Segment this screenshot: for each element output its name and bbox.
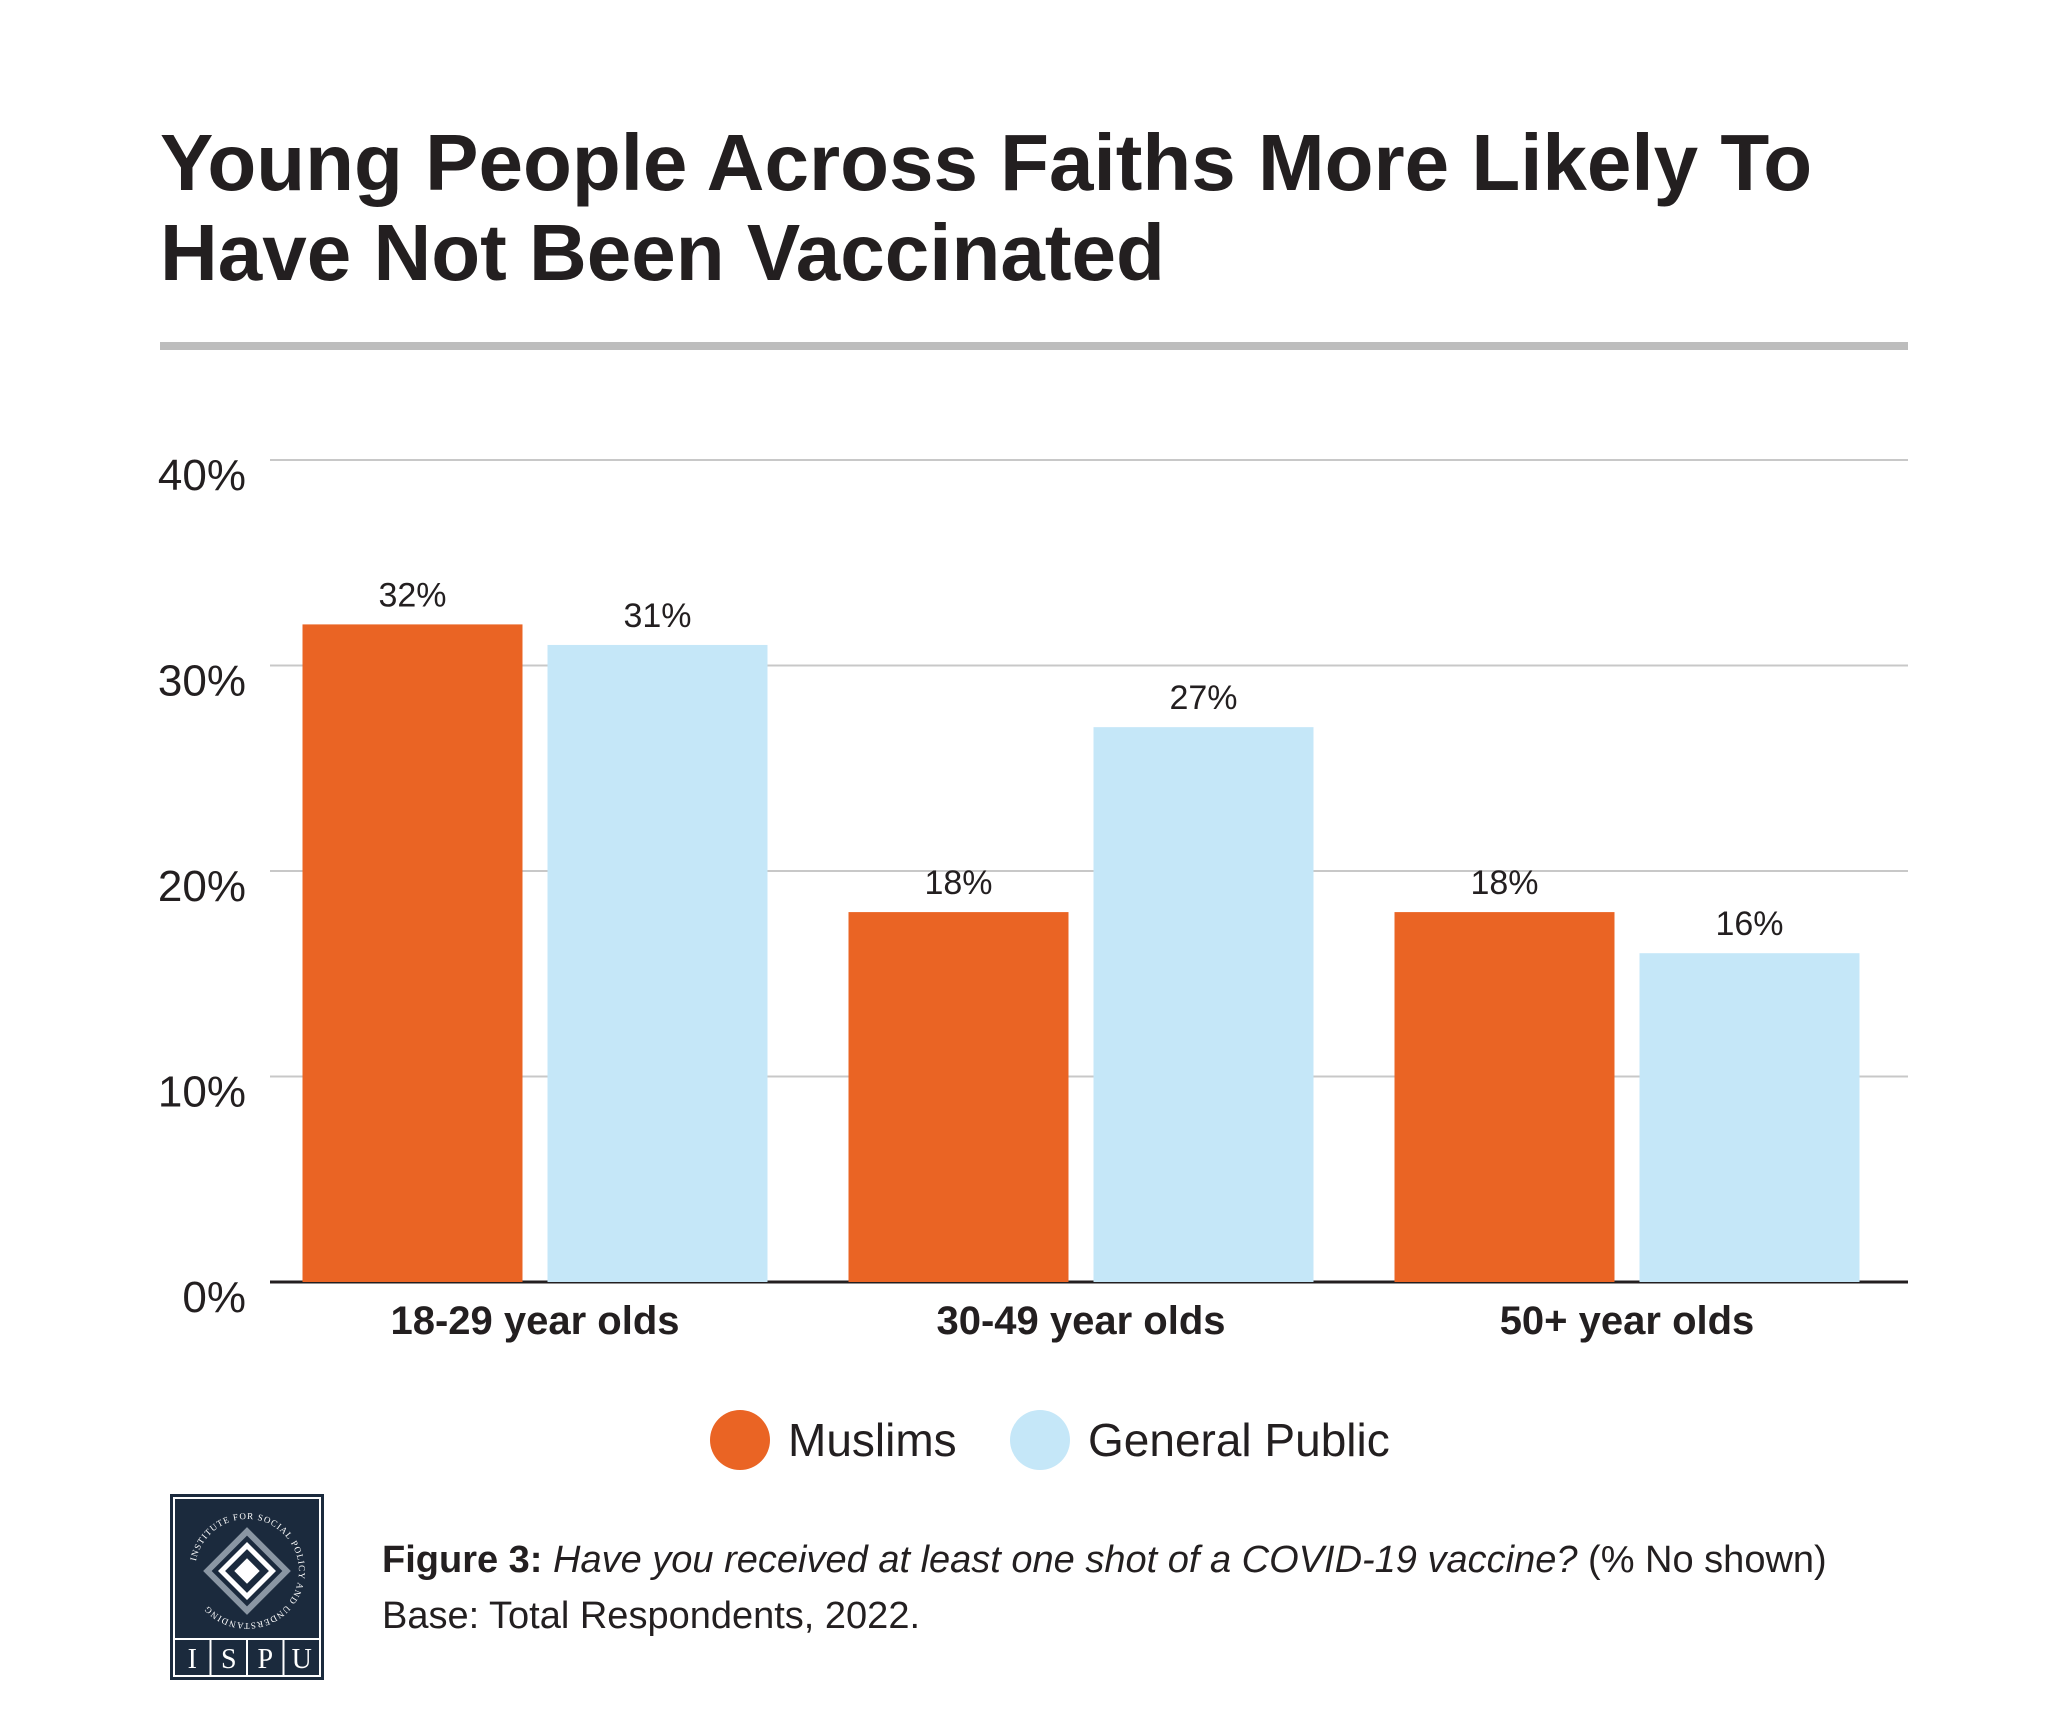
y-tick-label: 40%: [158, 451, 246, 500]
bar-muslims: [848, 912, 1069, 1282]
logo-letter: S: [221, 1644, 237, 1675]
chart-title: Young People Across Faiths More Likely T…: [160, 118, 1813, 297]
bar-general-public: [1093, 727, 1314, 1282]
caption-note: (% No shown): [1588, 1539, 1827, 1581]
bar-general-public: [1639, 953, 1860, 1282]
logo-letter: U: [292, 1644, 312, 1675]
legend-item-general-public: General Public: [1010, 1408, 1390, 1472]
data-label: 27%: [1169, 679, 1237, 717]
chart-legend: Muslims General Public: [0, 1400, 2048, 1480]
survey-question: Have you received at least one shot of a…: [553, 1539, 1578, 1581]
legend-swatch-muslims: [710, 1410, 770, 1470]
logo-letter: P: [257, 1644, 273, 1675]
caption-question-line: Figure 3: Have you received at least one…: [382, 1532, 2002, 1588]
legend-swatch-general-public: [1010, 1410, 1070, 1470]
x-category-label: 50+ year olds: [1500, 1299, 1755, 1343]
data-label: 16%: [1715, 905, 1783, 943]
legend-item-muslims: Muslims: [710, 1408, 957, 1472]
data-label: 18%: [924, 864, 992, 902]
bar-muslims: [1394, 912, 1615, 1282]
y-tick-label: 0%: [182, 1273, 246, 1322]
ispu-logo: INSTITUTE FOR SOCIAL POLICY AND UNDERSTA…: [170, 1494, 324, 1680]
figure-caption: Figure 3: Have you received at least one…: [382, 1532, 2002, 1644]
bar-muslims: [302, 624, 523, 1282]
title-divider: [160, 342, 1908, 350]
bar-general-public: [547, 644, 768, 1282]
y-tick-label: 10%: [158, 1068, 246, 1117]
figure-label: Figure 3:: [382, 1539, 543, 1581]
legend-label-general-public: General Public: [1088, 1414, 1390, 1466]
caption-base: Base: Total Respondents, 2022.: [382, 1595, 921, 1637]
data-label: 32%: [378, 576, 446, 614]
bar-chart: 0% 10% 20% 30% 40% 32% 31% 18-29 year olds 18% 27…: [158, 451, 1908, 1343]
x-category-label: 30-49 year olds: [936, 1299, 1225, 1343]
data-label: 31%: [623, 597, 691, 635]
y-tick-label: 20%: [158, 862, 246, 911]
logo-letter: I: [188, 1644, 197, 1675]
y-tick-label: 30%: [158, 657, 246, 706]
legend-label-muslims: Muslims: [788, 1414, 957, 1466]
data-label: 18%: [1470, 864, 1538, 902]
x-category-label: 18-29 year olds: [390, 1299, 679, 1343]
